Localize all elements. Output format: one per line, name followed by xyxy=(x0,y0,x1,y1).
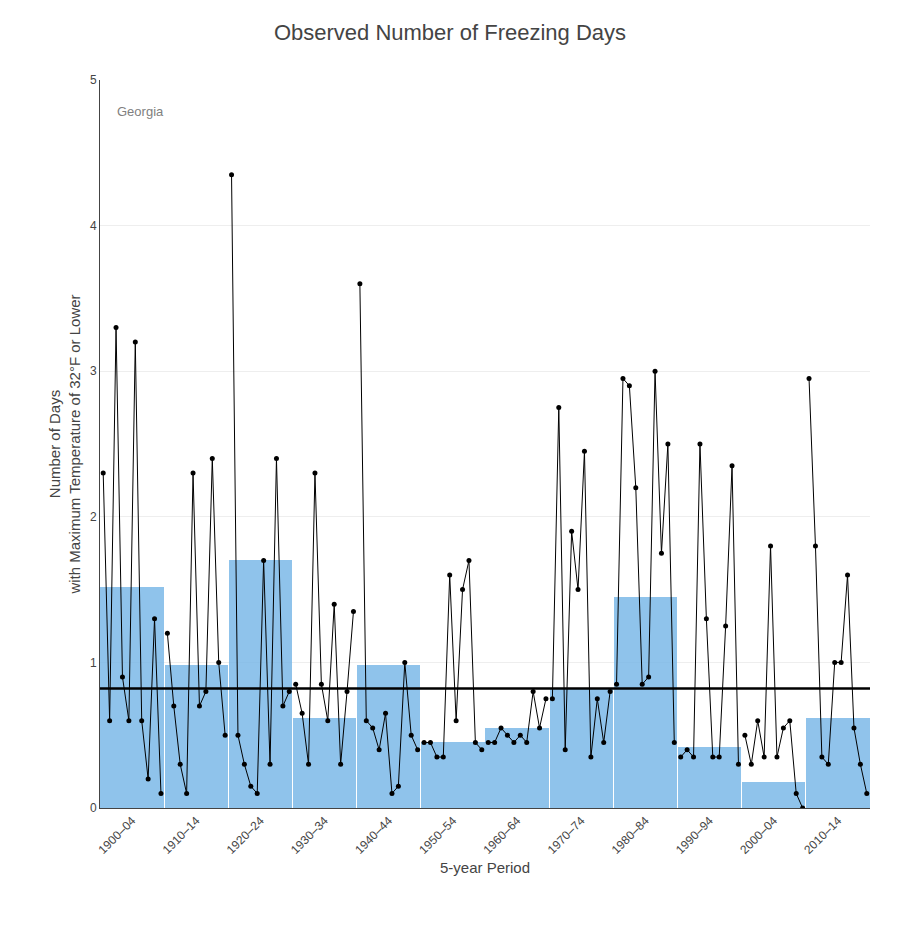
svg-text:0: 0 xyxy=(90,801,97,815)
svg-text:1930–34: 1930–34 xyxy=(288,814,331,857)
svg-text:2: 2 xyxy=(90,510,97,524)
svg-text:2010–14: 2010–14 xyxy=(801,814,844,857)
svg-text:1910–14: 1910–14 xyxy=(160,814,203,857)
svg-text:1960–64: 1960–64 xyxy=(481,814,524,857)
svg-text:1990–94: 1990–94 xyxy=(673,814,716,857)
svg-text:1: 1 xyxy=(90,656,97,670)
svg-text:Observed Number of Freezing Da: Observed Number of Freezing Days xyxy=(274,20,626,45)
svg-text:5: 5 xyxy=(90,73,97,87)
svg-text:1980–84: 1980–84 xyxy=(609,814,652,857)
svg-text:1950–54: 1950–54 xyxy=(416,814,459,857)
svg-text:4: 4 xyxy=(90,219,97,233)
svg-text:1920–24: 1920–24 xyxy=(224,814,267,857)
svg-text:1970–74: 1970–74 xyxy=(545,814,588,857)
svg-text:3: 3 xyxy=(90,364,97,378)
svg-text:2000–04: 2000–04 xyxy=(737,814,780,857)
svg-text:1940–44: 1940–44 xyxy=(352,814,395,857)
svg-text:Number of Dayswith Maximum Tem: Number of Dayswith Maximum Temperature o… xyxy=(46,294,83,594)
svg-text:Georgia: Georgia xyxy=(117,104,164,119)
svg-text:5-year Period: 5-year Period xyxy=(440,859,530,876)
svg-text:1900–04: 1900–04 xyxy=(96,814,139,857)
